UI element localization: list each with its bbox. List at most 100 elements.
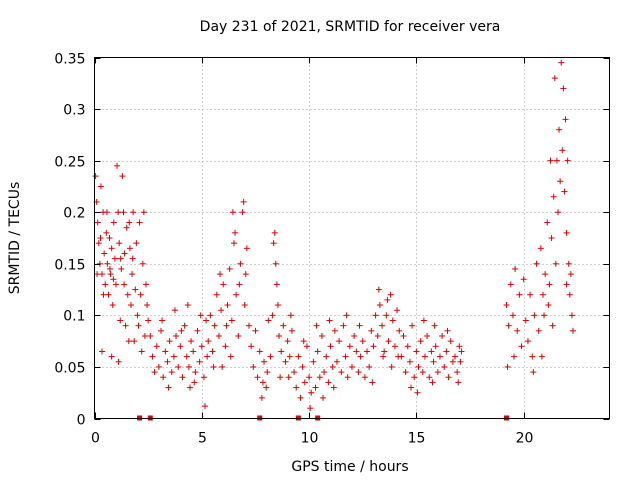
data-point <box>368 327 375 334</box>
data-point <box>308 389 315 396</box>
data-point <box>385 338 392 345</box>
data-point <box>129 271 136 278</box>
data-point <box>561 188 568 195</box>
data-point <box>411 374 418 381</box>
data-point <box>424 332 431 339</box>
data-point <box>419 369 426 376</box>
data-point <box>243 245 250 252</box>
data-point <box>125 338 132 345</box>
data-point <box>239 209 246 216</box>
data-point <box>153 343 160 350</box>
data-point <box>342 353 349 360</box>
data-point <box>108 353 115 360</box>
data-point <box>564 157 571 164</box>
data-point <box>276 332 283 339</box>
data-point <box>505 322 512 329</box>
data-point <box>196 358 203 365</box>
data-point <box>269 312 276 319</box>
data-point <box>454 369 461 376</box>
data-point <box>162 348 169 355</box>
data-point <box>563 229 570 236</box>
data-point <box>233 291 240 298</box>
data-point <box>388 363 395 370</box>
data-point <box>439 332 446 339</box>
data-point <box>203 317 210 324</box>
data-point <box>237 260 244 267</box>
data-point <box>126 219 133 226</box>
data-point <box>254 374 261 381</box>
data-point <box>166 338 173 345</box>
data-point <box>274 302 281 309</box>
data-point <box>452 353 458 360</box>
data-point <box>197 312 204 319</box>
data-point <box>111 255 118 262</box>
data-point <box>211 322 218 329</box>
data-point <box>355 369 362 376</box>
data-point <box>314 348 321 355</box>
data-point <box>147 332 154 339</box>
data-point <box>246 322 252 329</box>
data-point <box>511 353 518 360</box>
data-point <box>524 338 531 345</box>
data-points <box>92 59 577 421</box>
data-point <box>158 327 165 334</box>
data-point <box>456 343 463 350</box>
data-point <box>92 173 99 180</box>
data-point <box>232 229 239 236</box>
data-point <box>312 384 319 391</box>
data-point <box>144 302 151 309</box>
data-point <box>218 307 225 314</box>
data-point <box>414 389 421 396</box>
data-point <box>391 343 398 350</box>
data-point <box>270 240 277 247</box>
y-axis-title: SRMTID / TECUs <box>7 182 23 295</box>
data-point <box>381 348 388 355</box>
data-point <box>224 302 231 309</box>
data-point <box>121 281 128 288</box>
y-tick-label: 0.15 <box>54 258 85 274</box>
data-point <box>228 317 235 324</box>
data-point <box>447 338 454 345</box>
data-point <box>346 343 353 350</box>
data-point <box>455 379 462 386</box>
data-point <box>110 276 117 283</box>
data-point <box>547 157 554 164</box>
data-point <box>331 327 338 334</box>
data-point <box>165 384 172 391</box>
data-point <box>175 363 182 370</box>
data-point <box>417 338 424 345</box>
data-point <box>168 369 175 376</box>
data-point <box>252 327 259 334</box>
data-point <box>320 394 327 401</box>
data-point <box>295 353 302 360</box>
data-point <box>130 209 137 216</box>
data-point <box>204 353 211 360</box>
data-point <box>400 332 407 339</box>
data-point <box>539 291 546 298</box>
data-point <box>546 281 553 288</box>
data-point <box>261 358 268 365</box>
data-point <box>518 343 525 350</box>
data-point <box>122 322 129 329</box>
data-point <box>145 317 152 324</box>
plot-frame <box>94 57 610 419</box>
y-tick-label: 0.35 <box>54 52 85 68</box>
x-tick-label: 15 <box>408 431 426 447</box>
data-point <box>138 348 145 355</box>
data-point <box>107 271 114 278</box>
data-point <box>531 312 538 319</box>
data-point <box>432 343 439 350</box>
data-point <box>429 379 436 386</box>
data-point <box>402 369 409 376</box>
data-point <box>242 271 249 278</box>
data-point <box>376 302 383 309</box>
data-point <box>325 379 332 386</box>
x-axis-title: GPS time / hours <box>291 459 408 475</box>
data-point <box>538 353 545 360</box>
data-point <box>326 317 333 324</box>
data-point <box>133 240 140 247</box>
data-point <box>387 291 394 298</box>
data-point <box>426 374 433 381</box>
data-point <box>117 255 124 262</box>
data-point <box>267 353 274 360</box>
